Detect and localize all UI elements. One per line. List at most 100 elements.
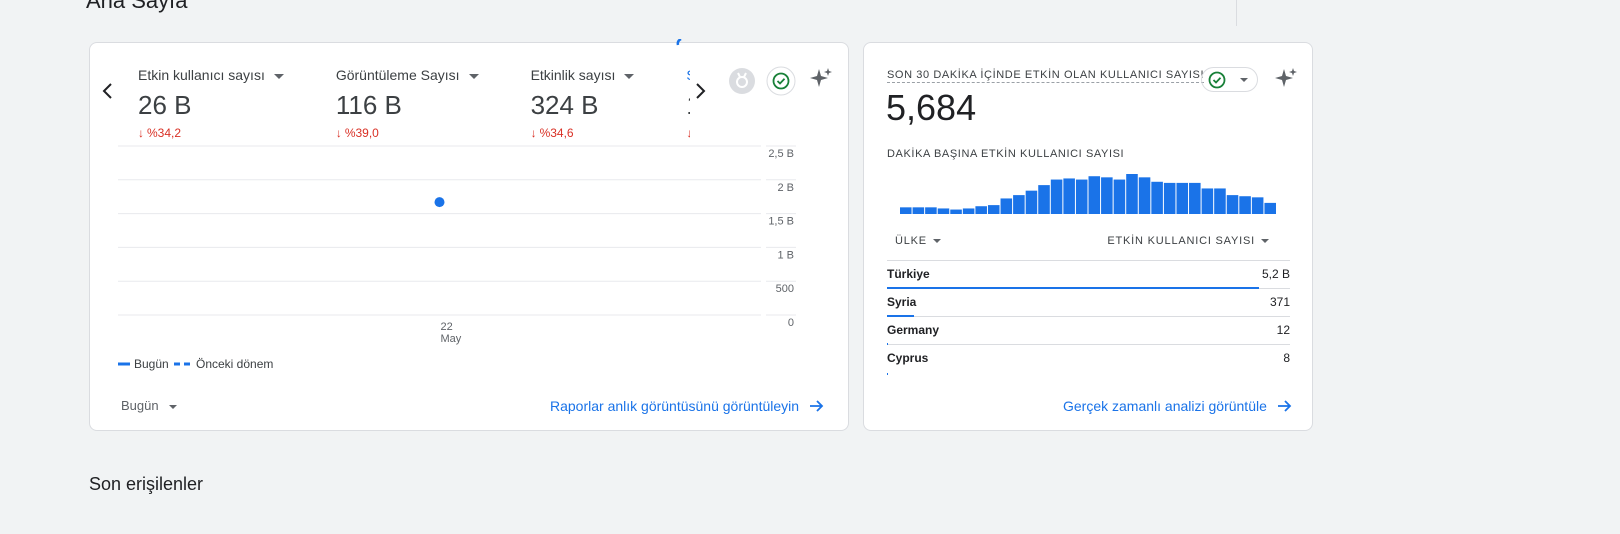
- down-arrow: ↓: [335, 126, 342, 140]
- y-tick-label: 1,5 B: [768, 216, 794, 228]
- bar: [1000, 198, 1013, 214]
- dropdown-caret: [273, 73, 284, 79]
- metric-change: ↓: [686, 126, 690, 140]
- down-arrow: ↓: [138, 126, 144, 140]
- country-row[interactable]: Türkiye 5,2 B: [887, 261, 1290, 289]
- metric-label: Etkinlik sayısı: [530, 67, 616, 83]
- bar: [900, 207, 912, 214]
- realtime-link[interactable]: Gerçek zamanlı analizi görüntüle: [1063, 398, 1293, 414]
- bar: [912, 207, 925, 214]
- date-range-select[interactable]: Bugün: [121, 398, 177, 413]
- country-value: 5,2 B: [1261, 267, 1290, 281]
- next-button[interactable]: [690, 79, 710, 103]
- country-row[interactable]: Cyprus 8: [887, 345, 1290, 375]
- metric-change: ↓ %34,2: [138, 126, 284, 140]
- metric[interactable]: Görüntüleme Sayısı 116 B ↓ %39,0: [336, 65, 479, 145]
- metric-value: 116 B: [335, 90, 402, 120]
- dropdown-caret: [468, 73, 479, 79]
- bar: [962, 208, 975, 214]
- insights-icon[interactable]: [809, 67, 833, 91]
- table-rule: [887, 260, 1290, 261]
- down-arrow: ↓: [686, 126, 690, 140]
- metric-header: Etkinlik sayısı: [531, 65, 635, 85]
- country-name: Syria: [887, 295, 917, 309]
- y-tick-label: 2 B: [777, 182, 794, 194]
- insights-icon[interactable]: [1274, 67, 1298, 91]
- snapshot-link[interactable]: Raporlar anlık görüntüsünü görüntüleyin: [550, 398, 825, 414]
- section-title: Son erişilenler: [89, 474, 204, 494]
- prev-button[interactable]: [98, 79, 118, 103]
- bar: [1075, 179, 1088, 214]
- metric-change: ↓ %34,6: [531, 126, 635, 140]
- y-tick-label: 500: [776, 283, 794, 295]
- metric-value: 26 B: [138, 90, 192, 120]
- metric[interactable]: S 1 ↓: [686, 65, 690, 145]
- metric[interactable]: Etkinlik sayısı 324 B ↓ %34,6: [531, 65, 635, 145]
- scroll-indicator: [676, 39, 682, 46]
- realtime-title: SON 30 DAKİKA İÇİNDE ETKİN OLAN KULLANIC…: [887, 69, 1205, 83]
- country-row[interactable]: Syria 371: [887, 289, 1290, 317]
- metric-label: S: [686, 67, 690, 83]
- bar: [1201, 188, 1214, 214]
- bar: [1013, 195, 1025, 214]
- status-check: [1208, 71, 1226, 89]
- users-column-header[interactable]: ETKİN KULLANICI SAYISI: [1107, 235, 1269, 247]
- status-chip[interactable]: [1201, 67, 1258, 92]
- realtime-link-label: Gerçek zamanlı analizi görüntüle: [1063, 398, 1267, 414]
- bar: [887, 373, 888, 375]
- country-value: 8: [1283, 351, 1290, 365]
- bar: [1163, 182, 1176, 214]
- x-tick-label: 22 May: [441, 321, 462, 345]
- bar: [1151, 181, 1163, 214]
- bar: [887, 315, 914, 317]
- bar: [1025, 190, 1038, 214]
- bar: [1088, 176, 1101, 214]
- legend-label: Önceki dönem: [196, 357, 273, 371]
- bar: [1126, 174, 1138, 214]
- bar: [1239, 196, 1251, 214]
- bar: [925, 207, 937, 214]
- row-rule: [887, 316, 1290, 317]
- country-column-header[interactable]: ÜLKE: [895, 235, 941, 247]
- status-check[interactable]: [766, 66, 796, 96]
- x-tick-label-line: May: [441, 333, 462, 345]
- bar: [887, 343, 888, 345]
- metric-header: Görüntüleme Sayısı: [336, 65, 479, 85]
- metric-header: S: [686, 65, 690, 85]
- legend-label: Bugün: [134, 357, 169, 371]
- dropdown-caret: [168, 404, 177, 409]
- bar: [1214, 188, 1226, 214]
- bar: [1050, 179, 1063, 214]
- bar: [937, 208, 950, 214]
- column-label: ÜLKE: [895, 235, 927, 247]
- page-title: Ana Sayfa: [86, 0, 188, 13]
- metric-change: ↓ %39,0: [336, 126, 479, 140]
- country-name: Türkiye: [887, 267, 930, 281]
- overview-card: Etkin kullanıcı sayısı 26 B ↓ %34,2 Görüntül…: [89, 39, 849, 431]
- dropdown-caret: [1261, 239, 1269, 244]
- metrics-strip: Etkin kullanıcı sayısı 26 B ↓ %34,2 Görüntül…: [130, 65, 690, 145]
- line-chart: 0 500 1 B 1,5 B 2 B 2,5 B 22 May Bugün Önceki dön…: [118, 145, 796, 371]
- bar: [1138, 177, 1151, 214]
- x-tick-label-line: 22: [441, 321, 453, 333]
- bar: [1251, 197, 1264, 214]
- badge-icon[interactable]: [728, 67, 756, 95]
- realtime-subtitle: DAKİKA BAŞINA ETKİN KULLANICI SAYISI: [887, 148, 1125, 160]
- row-rule: [887, 344, 1290, 345]
- down-arrow: ↓: [530, 126, 537, 140]
- metric-header: Etkin kullanıcı sayısı: [138, 65, 284, 85]
- link-arrow: [1277, 400, 1292, 412]
- country-value: 12: [1276, 323, 1290, 337]
- metric[interactable]: Etkin kullanıcı sayısı 26 B ↓ %34,2: [138, 65, 284, 145]
- realtime-total: 5,684: [886, 87, 977, 128]
- dropdown-caret: [932, 239, 941, 244]
- bar: [1226, 195, 1239, 214]
- dropdown-caret: [1240, 78, 1248, 82]
- change-value: %34,2: [147, 126, 182, 140]
- y-tick-label: 2,5 B: [768, 148, 794, 160]
- country-row[interactable]: Germany 12: [887, 317, 1290, 345]
- bar: [950, 209, 962, 214]
- data-point: [434, 197, 445, 208]
- bar: [975, 206, 987, 214]
- snapshot-link-label: Raporlar anlık görüntüsünü görüntüleyin: [550, 398, 800, 414]
